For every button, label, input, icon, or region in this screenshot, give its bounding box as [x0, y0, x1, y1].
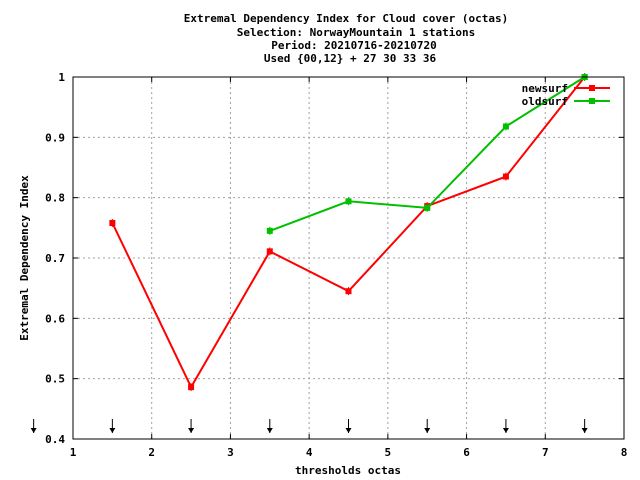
threshold-arrow-head — [345, 428, 352, 433]
y-tick-label: 0.7 — [45, 252, 65, 265]
x-tick-label: 2 — [148, 446, 155, 459]
data-point-oldsurf — [266, 227, 273, 234]
title-line: Period: 20210716-20210720 — [271, 39, 437, 52]
series-line-newsurf — [111, 76, 586, 390]
data-point-oldsurf — [502, 123, 509, 130]
threshold-arrow-head — [424, 428, 431, 433]
y-tick-label: 0.9 — [45, 131, 65, 144]
plot-series — [109, 73, 588, 392]
threshold-arrow-head — [581, 428, 588, 433]
legend-label: newsurf — [522, 82, 568, 95]
data-point-newsurf — [266, 248, 273, 255]
data-point-oldsurf — [424, 204, 431, 211]
y-tick-label: 0.8 — [45, 192, 65, 205]
x-tick-label: 4 — [306, 446, 313, 459]
threshold-arrow-head — [266, 428, 273, 433]
y-axis-label: Extremal Dependency Index — [18, 175, 31, 341]
x-tick-label: 7 — [542, 446, 549, 459]
data-point-newsurf — [188, 384, 195, 391]
threshold-arrows — [30, 419, 588, 433]
y-tick-label: 0.4 — [45, 433, 65, 446]
x-axis-label: thresholds octas — [295, 464, 401, 477]
threshold-arrow-head — [30, 428, 37, 433]
threshold-arrow-head — [188, 428, 195, 433]
title-line: Selection: NorwayMountain 1 stations — [237, 26, 475, 39]
y-tick-label: 0.5 — [45, 373, 65, 386]
x-tick-label: 1 — [70, 446, 77, 459]
title-line: Used {00,12} + 27 30 33 36 — [264, 52, 437, 65]
data-point-newsurf — [345, 288, 352, 295]
y-tick-label: 0.6 — [45, 312, 65, 325]
x-axis-ticks: 1 2 3 4 5 6 7 8 — [70, 77, 628, 459]
y-tick-label: 1 — [58, 71, 65, 84]
legend-marker — [589, 98, 595, 104]
data-point-oldsurf — [345, 198, 352, 205]
chart-title: Extremal Dependency Index for Cloud cove… — [184, 12, 509, 65]
threshold-arrow-head — [502, 428, 509, 433]
x-tick-label: 5 — [385, 446, 392, 459]
legend-label: oldsurf — [522, 95, 568, 108]
y-axis-ticks: 0.4 0.5 0.6 0.7 0.8 0.9 1 — [45, 71, 624, 446]
data-point-newsurf — [502, 173, 509, 180]
x-tick-label: 8 — [621, 446, 628, 459]
x-tick-label: 6 — [463, 446, 470, 459]
title-line: Extremal Dependency Index for Cloud cove… — [184, 12, 509, 25]
x-tick-label: 3 — [227, 446, 234, 459]
legend-marker — [589, 85, 595, 91]
data-point-newsurf — [109, 220, 116, 227]
threshold-arrow-head — [109, 428, 116, 433]
